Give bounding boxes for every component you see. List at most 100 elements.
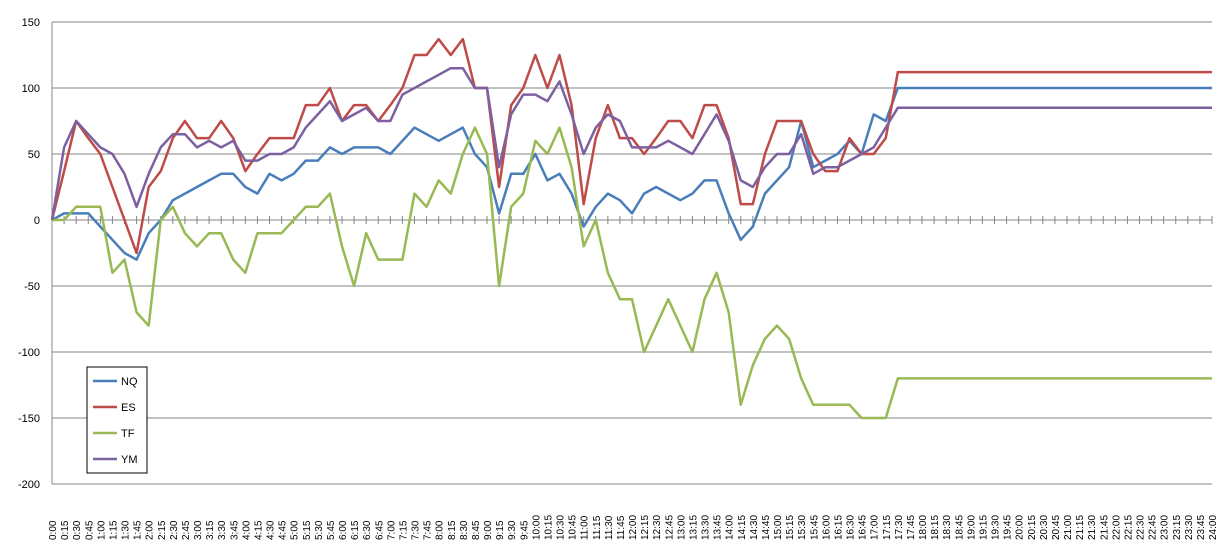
series-line-ym <box>50 66 1212 221</box>
y-tick-label: 100 <box>22 83 40 95</box>
series-line-tf <box>52 126 1212 420</box>
x-tick-label: 7:00 <box>386 520 397 540</box>
x-tick-label: 7:45 <box>423 520 434 540</box>
x-tick-label: 11:15 <box>592 515 603 540</box>
x-tick-label: 6:30 <box>362 520 373 540</box>
y-tick-label: -50 <box>24 281 40 293</box>
x-tick-label: 13:45 <box>713 515 724 540</box>
series-line-nq <box>51 86 1212 261</box>
x-tick-label: 9:45 <box>519 520 530 540</box>
x-tick-label: 22:30 <box>1136 515 1147 540</box>
x-tick-label: 20:30 <box>1039 515 1050 540</box>
x-tick-label: 1:00 <box>96 520 107 540</box>
y-axis-tick-labels: 150 100 50 0 -50 -100 -150 -200 <box>18 17 40 491</box>
x-tick-label: 17:30 <box>894 515 905 540</box>
x-tick-label: 23:45 <box>1196 515 1207 540</box>
x-tick-label: 2:15 <box>157 520 168 540</box>
x-tick-label: 2:00 <box>145 520 156 540</box>
x-tick-label: 5:00 <box>290 520 301 540</box>
x-tick-label: 9:30 <box>507 520 518 540</box>
x-tick-label: 4:30 <box>266 520 277 540</box>
x-tick-label: 9:15 <box>495 520 506 540</box>
x-tick-label: 10:30 <box>556 515 567 540</box>
x-tick-label: 22:15 <box>1123 515 1134 540</box>
x-tick-label: 17:45 <box>906 515 917 540</box>
x-tick-label: 14:15 <box>737 515 748 540</box>
x-tick-label: 16:15 <box>833 515 844 540</box>
x-tick-label: 8:45 <box>471 520 482 540</box>
x-tick-label: 22:00 <box>1111 515 1122 540</box>
x-tick-label: 20:00 <box>1015 515 1026 540</box>
x-tick-label: 3:00 <box>193 520 204 540</box>
x-tick-label: 13:30 <box>701 515 712 540</box>
x-tick-label: 6:15 <box>350 520 361 540</box>
x-tick-label: 17:15 <box>882 515 893 540</box>
x-tick-label: 23:00 <box>1160 515 1171 540</box>
y-tick-label: -200 <box>18 479 40 491</box>
x-tick-label: 0:15 <box>60 520 71 540</box>
x-tick-label: 19:00 <box>966 515 977 540</box>
x-tick-label: 19:30 <box>991 515 1002 540</box>
x-tick-label: 19:15 <box>978 515 989 540</box>
x-tick-label: 4:15 <box>253 520 264 540</box>
x-tick-label: 8:15 <box>447 520 458 540</box>
x-tick-label: 1:45 <box>133 520 144 540</box>
x-tick-label: 20:15 <box>1027 515 1038 540</box>
y-tick-label: 50 <box>28 149 40 161</box>
x-tick-label: 17:00 <box>870 515 881 540</box>
y-tick-label: -100 <box>18 347 40 359</box>
x-tick-label: 5:45 <box>326 520 337 540</box>
x-tick-label: 11:00 <box>580 515 591 540</box>
legend-label-ym: YM <box>121 454 138 466</box>
x-tick-label: 21:30 <box>1087 515 1098 540</box>
x-tick-label: 0:30 <box>72 520 83 540</box>
series-line-es <box>50 37 1212 255</box>
x-tick-label: 2:30 <box>169 520 180 540</box>
x-tick-label: 1:15 <box>108 520 119 540</box>
y-tick-label: 0 <box>34 215 40 227</box>
x-tick-label: 12:45 <box>664 515 675 540</box>
x-tick-label: 1:30 <box>121 520 132 540</box>
x-tick-label: 23:15 <box>1172 515 1183 540</box>
x-tick-label: 8:30 <box>459 520 470 540</box>
x-tick-label: 21:15 <box>1075 515 1086 540</box>
legend-box <box>86 366 148 474</box>
x-tick-label: 18:00 <box>918 515 929 540</box>
legend-label-tf: TF <box>121 428 135 440</box>
x-tick-label: 16:30 <box>846 515 857 540</box>
x-tick-label: 20:45 <box>1051 515 1062 540</box>
x-tick-label: 15:45 <box>809 515 820 540</box>
x-tick-label: 19:45 <box>1003 515 1014 540</box>
gridlines <box>51 21 1212 485</box>
x-tick-label: 12:00 <box>628 515 639 540</box>
x-tick-label: 18:15 <box>930 515 941 540</box>
x-tick-label: 11:30 <box>604 515 615 540</box>
x-tick-label: 8:00 <box>435 520 446 540</box>
x-tick-label: 18:30 <box>942 515 953 540</box>
x-tick-label: 10:00 <box>531 515 542 540</box>
x-tick-label: 15:15 <box>785 515 796 540</box>
x-tick-label: 11:45 <box>616 515 627 540</box>
series-lines <box>50 37 1212 420</box>
legend: NQ ES TF YM <box>86 366 148 474</box>
x-tick-label: 21:45 <box>1099 515 1110 540</box>
x-tick-label: 16:00 <box>821 515 832 540</box>
x-tick-label: 0:45 <box>84 520 95 540</box>
x-tick-label: 18:45 <box>954 515 965 540</box>
x-tick-label: 7:15 <box>398 520 409 540</box>
x-tick-label: 12:15 <box>640 515 651 540</box>
x-tick-label: 6:00 <box>338 520 349 540</box>
x-tick-label: 4:00 <box>241 520 252 540</box>
x-axis-tick-labels: 0:00 0:15 0:30 0:45 1:00 1:15 1:30 1:45 2:00 2:15… <box>48 515 1219 540</box>
x-tick-label: 2:45 <box>181 520 192 540</box>
x-tick-label: 3:30 <box>217 520 228 540</box>
x-tick-label: 23:30 <box>1184 515 1195 540</box>
x-tick-label: 21:00 <box>1063 515 1074 540</box>
legend-label-nq: NQ <box>121 376 138 388</box>
x-tick-label: 12:30 <box>652 515 663 540</box>
x-tick-label: 7:30 <box>411 520 422 540</box>
x-tick-label: 10:15 <box>543 515 554 540</box>
x-tick-label: 6:45 <box>374 520 385 540</box>
y-tick-label: -150 <box>18 413 40 425</box>
x-tick-label: 24:00 <box>1208 515 1219 540</box>
